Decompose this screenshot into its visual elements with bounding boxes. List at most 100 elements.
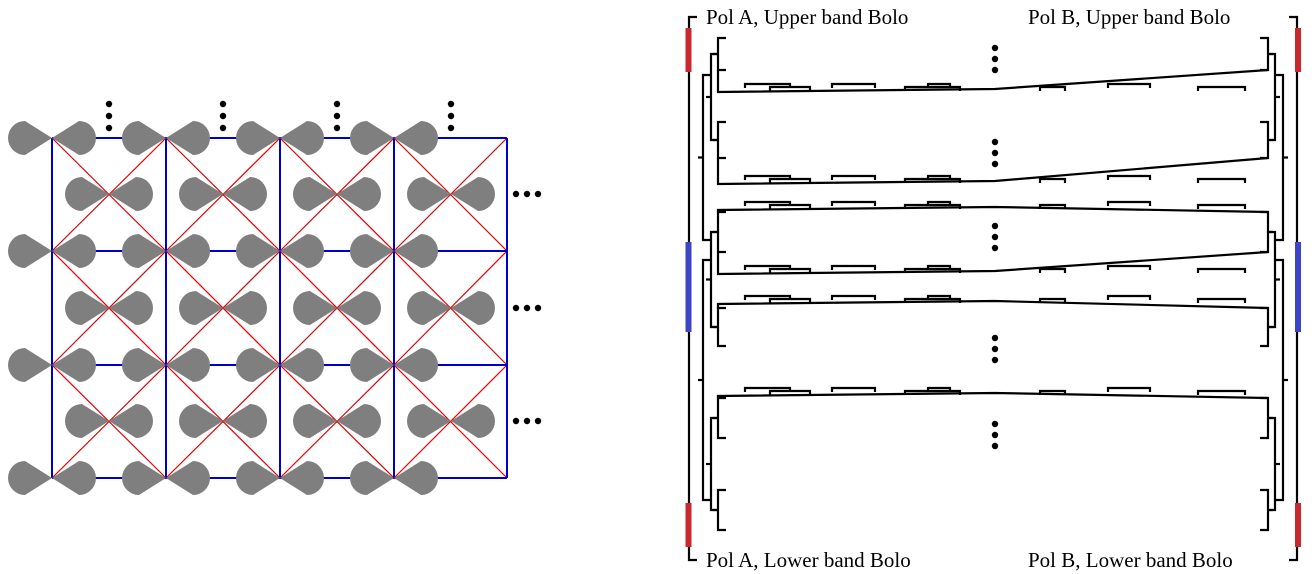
label-pol-a-upper: Pol A, Upper band Bolo bbox=[706, 5, 908, 29]
ellipsis-dot bbox=[523, 417, 531, 425]
ellipsis-dot bbox=[991, 222, 999, 230]
antenna-lobe bbox=[109, 404, 153, 438]
blue-rail-segment bbox=[685, 242, 692, 332]
feed-line bbox=[1260, 396, 1270, 440]
feed-stub bbox=[926, 264, 952, 270]
red-rail-segment bbox=[685, 503, 692, 547]
ellipsis-dot bbox=[991, 420, 999, 428]
antenna-lobe bbox=[65, 291, 109, 325]
feed-stub bbox=[1106, 264, 1152, 270]
feed-line bbox=[716, 299, 1269, 310]
ellipsis-dot bbox=[991, 55, 999, 63]
ellipsis-dot bbox=[991, 138, 999, 146]
feed-line bbox=[1260, 306, 1270, 348]
ellipsis-dot bbox=[534, 304, 542, 312]
antenna-lobe bbox=[109, 177, 153, 211]
antenna-lobe bbox=[109, 291, 153, 325]
antenna-lobe bbox=[52, 348, 96, 382]
antenna-lobe bbox=[407, 291, 451, 325]
vertical-ellipsis bbox=[991, 334, 999, 364]
antenna-lobe bbox=[122, 461, 166, 495]
antenna-lobe bbox=[65, 404, 109, 438]
ellipsis-dot bbox=[534, 190, 542, 198]
antenna-row bbox=[65, 291, 495, 325]
antenna-lobe bbox=[394, 234, 438, 268]
ellipsis-dot bbox=[991, 160, 999, 168]
antenna-lobe bbox=[52, 461, 96, 495]
feed-row bbox=[716, 386, 1269, 400]
left-combiner-l3 bbox=[698, 73, 711, 242]
feed-stub bbox=[830, 174, 877, 180]
diagonal-line bbox=[165, 137, 281, 252]
right-combiner-l2 bbox=[1267, 52, 1280, 142]
feed-stub bbox=[768, 177, 812, 183]
antenna-lobe bbox=[8, 348, 52, 382]
feed-row bbox=[716, 200, 1269, 214]
feed-stub bbox=[1196, 267, 1247, 273]
feed-stub bbox=[1196, 85, 1247, 91]
feed-stub bbox=[1196, 177, 1247, 183]
feed-row bbox=[716, 294, 1269, 310]
feed-stub bbox=[830, 82, 877, 88]
antenna-lobe bbox=[451, 404, 495, 438]
antenna-elements bbox=[8, 121, 495, 495]
feed-stub bbox=[1106, 82, 1152, 88]
antenna-lobe bbox=[280, 348, 324, 382]
label-pol-b-lower: Pol B, Lower band Bolo bbox=[1028, 548, 1233, 572]
horizontal-ellipsis bbox=[512, 417, 542, 425]
antenna-lobe bbox=[236, 121, 280, 155]
antenna-lobe bbox=[236, 234, 280, 268]
diagonal-line bbox=[51, 364, 167, 479]
horizontal-ellipsis bbox=[512, 304, 542, 312]
antenna-lobe bbox=[394, 348, 438, 382]
antenna-lobe bbox=[166, 348, 210, 382]
vertical-ellipsis bbox=[447, 100, 455, 132]
antenna-row bbox=[8, 348, 438, 382]
antenna-lobe bbox=[122, 121, 166, 155]
feed-stub bbox=[830, 294, 877, 300]
diagonal-line bbox=[165, 364, 281, 479]
antenna-array-panel bbox=[8, 100, 542, 495]
feed-line bbox=[716, 68, 1269, 94]
vertical-ellipsis bbox=[105, 100, 113, 132]
label-pol-a-lower: Pol A, Lower band Bolo bbox=[706, 548, 911, 572]
feed-line bbox=[716, 120, 726, 160]
ellipsis-dot bbox=[219, 112, 227, 120]
feed-stub bbox=[903, 389, 962, 395]
feed-stub bbox=[1038, 297, 1067, 303]
label-pol-b-upper: Pol B, Upper band Bolo bbox=[1028, 5, 1230, 29]
antenna-lobe bbox=[350, 348, 394, 382]
vertical-ellipsis bbox=[991, 44, 999, 74]
antenna-lobe bbox=[407, 404, 451, 438]
diagonal-line bbox=[393, 364, 508, 479]
antenna-lobe bbox=[337, 177, 381, 211]
antenna-lobe bbox=[280, 121, 324, 155]
ellipsis-dot bbox=[991, 66, 999, 74]
feed-line bbox=[1260, 210, 1270, 254]
antenna-lobe bbox=[394, 461, 438, 495]
feed-stub bbox=[903, 203, 962, 209]
feed-stub bbox=[830, 386, 877, 392]
feed-stub bbox=[768, 297, 812, 303]
antenna-row bbox=[65, 177, 495, 211]
feed-stub bbox=[903, 297, 962, 303]
feed-stub bbox=[830, 264, 877, 270]
ellipsis-dot bbox=[219, 124, 227, 132]
feed-line bbox=[716, 250, 1269, 276]
feed-stub bbox=[1106, 386, 1152, 392]
antenna-lobe bbox=[52, 234, 96, 268]
ellipsis-dot bbox=[991, 44, 999, 52]
feed-line bbox=[716, 488, 726, 532]
feed-row bbox=[716, 156, 1269, 186]
ellipsis-dot bbox=[105, 100, 113, 108]
ellipsis-dot bbox=[991, 149, 999, 157]
antenna-lobe bbox=[280, 234, 324, 268]
ellipsis-dot bbox=[333, 112, 341, 120]
feed-stub bbox=[768, 85, 812, 91]
feed-stub bbox=[1196, 203, 1247, 209]
antenna-lobe bbox=[122, 234, 166, 268]
feed-stub bbox=[768, 267, 812, 273]
feed-stub bbox=[1106, 174, 1152, 180]
right-combiner-l3 bbox=[1275, 73, 1288, 242]
